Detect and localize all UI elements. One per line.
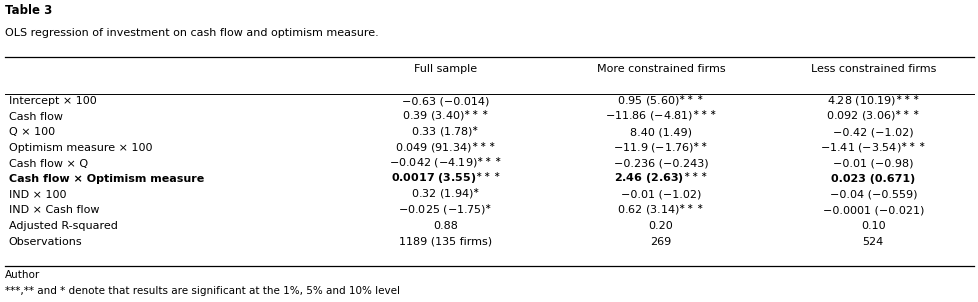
- Text: −0.042 (−4.19)$^{\ast\ast\ast}$: −0.042 (−4.19)$^{\ast\ast\ast}$: [388, 156, 502, 170]
- Text: 0.023 (0.671): 0.023 (0.671): [830, 174, 914, 184]
- Text: Full sample: Full sample: [414, 65, 476, 75]
- Text: 8.40 (1.49): 8.40 (1.49): [629, 127, 691, 137]
- Text: −0.04 (−0.559): −0.04 (−0.559): [828, 190, 916, 200]
- Text: More constrained firms: More constrained firms: [596, 65, 725, 75]
- Text: −0.025 (−1.75)$^{\ast}$: −0.025 (−1.75)$^{\ast}$: [398, 203, 492, 217]
- Text: 1189 (135 firms): 1189 (135 firms): [398, 237, 492, 247]
- Text: Q × 100: Q × 100: [9, 127, 55, 137]
- Text: −0.42 (−1.02): −0.42 (−1.02): [832, 127, 912, 137]
- Text: 0.95 (5.60)$^{\ast\ast\ast}$: 0.95 (5.60)$^{\ast\ast\ast}$: [617, 94, 703, 108]
- Text: 269: 269: [649, 237, 671, 247]
- Text: Intercept × 100: Intercept × 100: [9, 96, 97, 106]
- Text: 0.88: 0.88: [432, 221, 458, 231]
- Text: −0.01 (−1.02): −0.01 (−1.02): [620, 190, 700, 200]
- Text: −11.9 (−1.76)$^{\ast\ast}$: −11.9 (−1.76)$^{\ast\ast}$: [612, 140, 708, 155]
- Text: Optimism measure × 100: Optimism measure × 100: [9, 143, 153, 153]
- Text: −0.0001 (−0.021): −0.0001 (−0.021): [822, 205, 923, 216]
- Text: Less constrained firms: Less constrained firms: [810, 65, 935, 75]
- Text: 0.10: 0.10: [860, 221, 885, 231]
- Text: 0.049 (91.34)$^{\ast\ast\ast}$: 0.049 (91.34)$^{\ast\ast\ast}$: [394, 140, 496, 155]
- Text: 2.46 (2.63)$^{\ast\ast\ast}$: 2.46 (2.63)$^{\ast\ast\ast}$: [613, 171, 707, 186]
- Text: −11.86 (−4.81)$^{\ast\ast\ast}$: −11.86 (−4.81)$^{\ast\ast\ast}$: [604, 109, 716, 124]
- Text: 0.32 (1.94)$^{\ast}$: 0.32 (1.94)$^{\ast}$: [411, 187, 479, 201]
- Text: −0.01 (−0.98): −0.01 (−0.98): [832, 159, 912, 169]
- Text: 0.33 (1.78)$^{\ast}$: 0.33 (1.78)$^{\ast}$: [411, 125, 479, 139]
- Text: 524: 524: [862, 237, 883, 247]
- Text: IND × Cash flow: IND × Cash flow: [9, 205, 99, 216]
- Text: 0.62 (3.14)$^{\ast\ast\ast}$: 0.62 (3.14)$^{\ast\ast\ast}$: [617, 203, 703, 217]
- Text: Observations: Observations: [9, 237, 82, 247]
- Text: OLS regression of investment on cash flow and optimism measure.: OLS regression of investment on cash flo…: [5, 28, 378, 38]
- Text: ***,** and * denote that results are significant at the 1%, 5% and 10% level: ***,** and * denote that results are sig…: [5, 286, 399, 296]
- Text: Author: Author: [5, 271, 40, 281]
- Text: Cash flow × Q: Cash flow × Q: [9, 159, 88, 169]
- Text: Cash flow × Optimism measure: Cash flow × Optimism measure: [9, 174, 203, 184]
- Text: 0.20: 0.20: [647, 221, 673, 231]
- Text: 4.28 (10.19)$^{\ast\ast\ast}$: 4.28 (10.19)$^{\ast\ast\ast}$: [825, 94, 919, 108]
- Text: −0.63 (−0.014): −0.63 (−0.014): [401, 96, 489, 106]
- Text: 0.0017 (3.55)$^{\ast\ast\ast}$: 0.0017 (3.55)$^{\ast\ast\ast}$: [390, 171, 500, 186]
- Text: −1.41 (−3.54)$^{\ast\ast\ast}$: −1.41 (−3.54)$^{\ast\ast\ast}$: [820, 140, 925, 155]
- Text: IND × 100: IND × 100: [9, 190, 67, 200]
- Text: 0.39 (3.40)$^{\ast\ast\ast}$: 0.39 (3.40)$^{\ast\ast\ast}$: [402, 109, 488, 124]
- Text: 0.092 (3.06)$^{\ast\ast\ast}$: 0.092 (3.06)$^{\ast\ast\ast}$: [825, 109, 919, 124]
- Text: Cash flow: Cash flow: [9, 112, 63, 122]
- Text: Adjusted R-squared: Adjusted R-squared: [9, 221, 117, 231]
- Text: Table 3: Table 3: [5, 4, 52, 17]
- Text: −0.236 (−0.243): −0.236 (−0.243): [613, 159, 707, 169]
